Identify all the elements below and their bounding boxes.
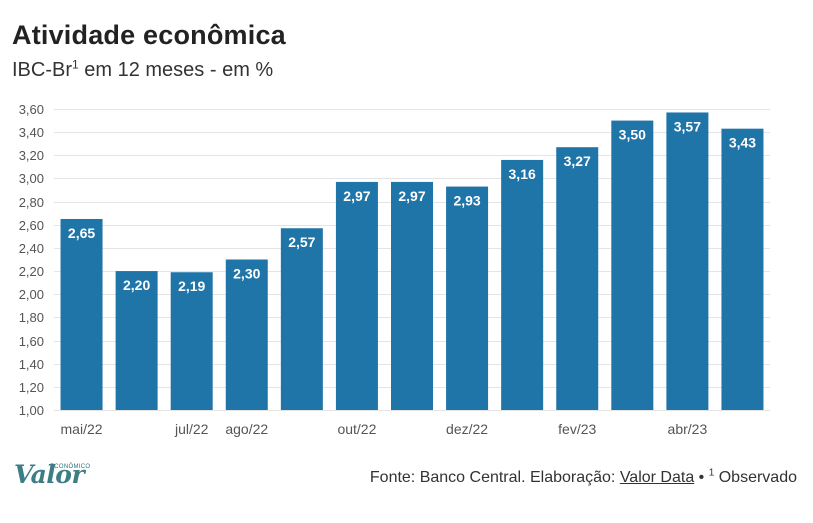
x-axis-ticks: mai/22 jul/22 ago/22 out/22 dez/22 fev/23 abr/…	[61, 421, 708, 437]
bar	[335, 181, 378, 410]
y-tick-label: 2,20	[19, 264, 44, 279]
x-tick-label: jul/22	[174, 421, 209, 437]
data-label: 3,57	[674, 118, 701, 134]
y-tick-label: 2,60	[19, 218, 44, 233]
x-tick-label: dez/22	[446, 421, 488, 437]
chart-subtitle: IBC-Br1 em 12 meses - em %	[12, 57, 274, 82]
x-tick-label: out/22	[337, 421, 376, 437]
bar	[225, 259, 268, 410]
y-tick-label: 2,80	[19, 195, 44, 210]
data-label: 2,97	[343, 188, 370, 204]
bar	[556, 147, 599, 410]
source-text: Fonte: Banco Central. Elaboração:	[369, 469, 620, 486]
bar	[501, 159, 544, 410]
data-label: 2,97	[398, 188, 425, 204]
bar	[611, 120, 654, 411]
valor-data-link[interactable]: Valor Data	[619, 469, 695, 486]
logo-eyebrow: ECONÔMICO	[50, 464, 91, 470]
data-label: 3,50	[619, 127, 646, 143]
subtitle-footnote-mark: 1	[72, 57, 79, 72]
y-tick-label: 3,20	[19, 148, 44, 163]
bar	[280, 228, 323, 410]
x-tick-label: ago/22	[225, 421, 268, 437]
footer-separator: •	[694, 469, 709, 486]
y-tick-label: 1,00	[19, 403, 44, 418]
data-label: 2,65	[68, 225, 95, 241]
subtitle-rest: em 12 meses - em %	[78, 59, 274, 81]
x-tick-label: mai/22	[61, 421, 103, 437]
data-label: 2,20	[123, 277, 150, 293]
x-tick-label: abr/23	[668, 421, 708, 437]
x-tick-label: fev/23	[558, 421, 596, 437]
bar	[446, 186, 489, 410]
data-labels: 2,65 2,20 2,19 2,30 2,57 2,97 2,97 2,93 3,16 3,27…	[68, 118, 756, 294]
data-label: 2,30	[233, 266, 260, 282]
data-label: 3,27	[564, 153, 591, 169]
bar	[391, 181, 433, 410]
data-label: 2,93	[453, 193, 480, 209]
footnote-text: Observado	[714, 469, 797, 486]
y-tick-label: 1,40	[19, 357, 44, 372]
footnote-mark: 1	[708, 467, 715, 479]
y-axis-ticks: 1,00 1,20 1,40 1,60 1,80 2,00 2,20 2,40 2,60 2,80…	[19, 102, 44, 418]
subtitle-main: IBC-Br	[12, 59, 72, 81]
logo-wordmark: Valor	[14, 460, 85, 489]
bar	[721, 128, 764, 410]
y-tick-label: 3,00	[19, 171, 44, 186]
data-label: 3,43	[729, 135, 756, 151]
y-tick-label: 2,40	[19, 241, 44, 256]
bar	[60, 218, 103, 410]
bars	[60, 112, 764, 411]
data-label: 2,19	[178, 278, 205, 294]
data-label: 3,16	[509, 166, 536, 182]
y-tick-label: 1,20	[19, 380, 44, 395]
y-tick-label: 3,40	[19, 125, 44, 140]
y-tick-label: 1,60	[19, 334, 44, 349]
y-tick-label: 3,60	[19, 102, 44, 117]
chart-title: Atividade econômica	[12, 20, 286, 50]
source-footer: Fonte: Banco Central. Elaboração: Valor …	[369, 467, 797, 487]
data-label: 2,57	[288, 234, 315, 250]
bar-chart: 1,00 1,20 1,40 1,60 1,80 2,00 2,20 2,40 2,60 2,80…	[19, 102, 770, 437]
y-tick-label: 2,00	[19, 287, 44, 302]
bar	[115, 271, 158, 410]
y-tick-label: 1,80	[19, 310, 44, 325]
bar	[666, 112, 709, 410]
bar	[170, 272, 213, 410]
